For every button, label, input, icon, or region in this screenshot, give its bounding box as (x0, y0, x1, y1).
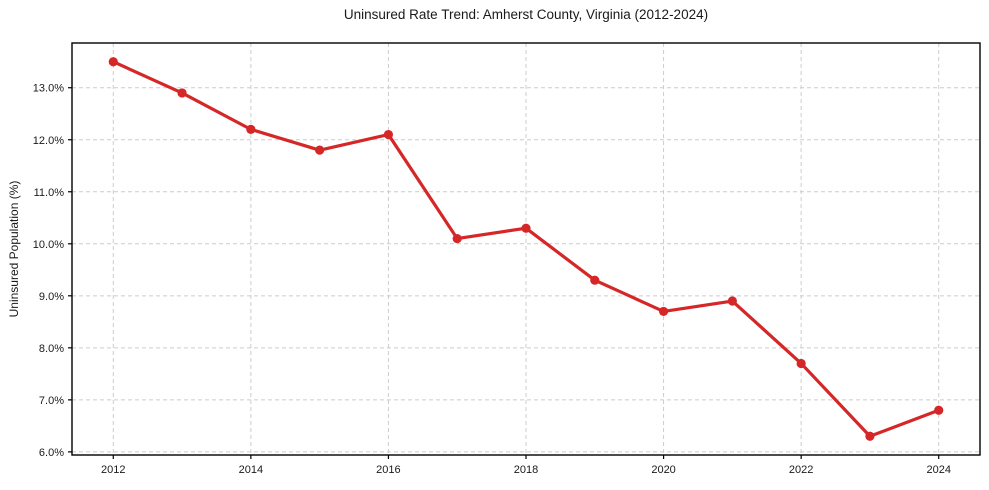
data-point-marker (521, 223, 531, 233)
data-point-marker (315, 145, 325, 155)
data-point-marker (452, 233, 462, 244)
x-tick-label: 2014 (239, 464, 263, 476)
y-tick-label: 6.0% (39, 447, 64, 459)
x-tick-label: 2022 (789, 464, 813, 476)
data-point-marker (590, 275, 600, 285)
data-point-marker (796, 358, 806, 369)
y-tick-label: 10.0% (33, 239, 64, 251)
y-tick-label: 12.0% (33, 135, 64, 147)
x-tick-label: 2018 (514, 464, 538, 476)
x-tick-label: 2012 (101, 464, 125, 476)
x-tick-label: 2016 (376, 464, 400, 476)
data-point-marker (934, 405, 944, 415)
data-point-marker (246, 124, 256, 134)
chart-title: Uninsured Rate Trend: Amherst County, Vi… (343, 7, 709, 22)
data-point-marker (727, 296, 737, 306)
y-tick-label: 9.0% (39, 291, 64, 303)
y-tick-label: 7.0% (39, 395, 64, 407)
data-point-marker (383, 129, 394, 140)
data-point-marker (865, 431, 875, 441)
y-tick-label: 11.0% (34, 187, 65, 199)
data-point-marker (658, 306, 669, 317)
y-tick-label: 8.0% (39, 343, 64, 355)
plot-border (71, 42, 981, 456)
x-tick-label: 2020 (651, 464, 675, 476)
y-tick-label: 13.0% (33, 83, 64, 95)
data-point-marker (108, 57, 118, 67)
data-point-marker (177, 88, 187, 98)
x-tick-label: 2024 (926, 464, 950, 476)
